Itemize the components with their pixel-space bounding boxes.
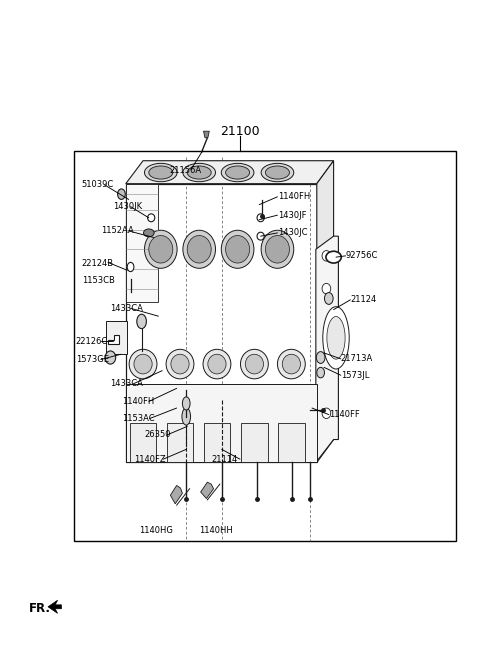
Text: 1140HG: 1140HG <box>139 525 173 535</box>
Text: 21713A: 21713A <box>341 354 373 363</box>
Ellipse shape <box>282 354 300 374</box>
Ellipse shape <box>105 351 116 364</box>
Ellipse shape <box>322 408 331 419</box>
Polygon shape <box>108 335 119 344</box>
Ellipse shape <box>208 354 226 374</box>
Ellipse shape <box>324 293 333 304</box>
Text: 1140FF: 1140FF <box>329 410 360 419</box>
Ellipse shape <box>183 163 216 182</box>
Text: 1153AC: 1153AC <box>122 414 155 423</box>
Polygon shape <box>126 184 158 302</box>
Ellipse shape <box>265 236 289 263</box>
Ellipse shape <box>257 232 264 240</box>
Text: 1140HH: 1140HH <box>199 525 233 535</box>
Ellipse shape <box>144 229 154 237</box>
Ellipse shape <box>221 163 254 182</box>
Ellipse shape <box>327 317 345 359</box>
Text: 22126C: 22126C <box>76 337 108 346</box>
Ellipse shape <box>182 397 190 410</box>
Ellipse shape <box>245 354 264 374</box>
Bar <box>241 423 268 462</box>
Ellipse shape <box>134 354 152 374</box>
Text: 21114: 21114 <box>211 455 238 464</box>
Text: 1140FH: 1140FH <box>122 397 155 406</box>
Text: 1153CB: 1153CB <box>82 276 114 285</box>
Bar <box>204 423 230 462</box>
Polygon shape <box>201 482 214 499</box>
Text: 21124: 21124 <box>350 295 377 304</box>
Polygon shape <box>106 321 127 354</box>
Ellipse shape <box>265 166 289 179</box>
Polygon shape <box>126 384 317 462</box>
Text: 1152AA: 1152AA <box>101 226 133 236</box>
Text: 21156A: 21156A <box>169 166 201 175</box>
Ellipse shape <box>149 236 173 263</box>
Text: 1140FH: 1140FH <box>278 192 311 201</box>
Ellipse shape <box>257 214 264 222</box>
Text: 1430JK: 1430JK <box>113 202 142 211</box>
Text: 51039C: 51039C <box>82 180 114 190</box>
Ellipse shape <box>261 163 294 182</box>
Ellipse shape <box>187 166 211 179</box>
Bar <box>167 423 193 462</box>
Polygon shape <box>126 184 317 462</box>
Ellipse shape <box>322 251 331 261</box>
Ellipse shape <box>182 408 191 425</box>
Polygon shape <box>204 131 209 138</box>
Ellipse shape <box>323 307 349 369</box>
Polygon shape <box>170 485 182 504</box>
Ellipse shape <box>183 230 216 268</box>
Ellipse shape <box>118 189 125 199</box>
Text: 1430JF: 1430JF <box>278 211 307 220</box>
Ellipse shape <box>129 349 157 379</box>
Ellipse shape <box>149 166 173 179</box>
Ellipse shape <box>316 352 325 363</box>
Text: 22124B: 22124B <box>82 259 114 268</box>
Ellipse shape <box>137 314 146 329</box>
Ellipse shape <box>221 230 254 268</box>
Ellipse shape <box>171 354 189 374</box>
Ellipse shape <box>144 163 177 182</box>
Text: 1573GE: 1573GE <box>76 355 109 364</box>
Text: 1430JC: 1430JC <box>278 228 308 237</box>
Bar <box>278 423 305 462</box>
Polygon shape <box>48 600 61 613</box>
Bar <box>130 423 156 462</box>
Ellipse shape <box>127 262 134 272</box>
Ellipse shape <box>144 230 177 268</box>
Text: 26350: 26350 <box>144 430 170 440</box>
Text: 1433CA: 1433CA <box>110 379 143 388</box>
Ellipse shape <box>326 251 341 263</box>
Ellipse shape <box>166 349 194 379</box>
Ellipse shape <box>226 166 250 179</box>
Text: 1140FZ: 1140FZ <box>134 455 166 464</box>
Ellipse shape <box>187 236 211 263</box>
Text: 1573JL: 1573JL <box>341 371 369 380</box>
Polygon shape <box>317 161 334 462</box>
Ellipse shape <box>203 349 231 379</box>
Ellipse shape <box>322 283 331 294</box>
Text: 92756C: 92756C <box>346 251 378 260</box>
Polygon shape <box>316 236 338 462</box>
Polygon shape <box>126 161 334 184</box>
Ellipse shape <box>317 367 324 378</box>
Text: FR.: FR. <box>29 602 51 615</box>
Bar <box>74 151 456 541</box>
Text: 1433CA: 1433CA <box>110 304 143 313</box>
Ellipse shape <box>277 349 305 379</box>
Text: 21100: 21100 <box>220 125 260 138</box>
Ellipse shape <box>261 230 294 268</box>
Ellipse shape <box>148 214 155 222</box>
Ellipse shape <box>226 236 250 263</box>
Ellipse shape <box>240 349 268 379</box>
